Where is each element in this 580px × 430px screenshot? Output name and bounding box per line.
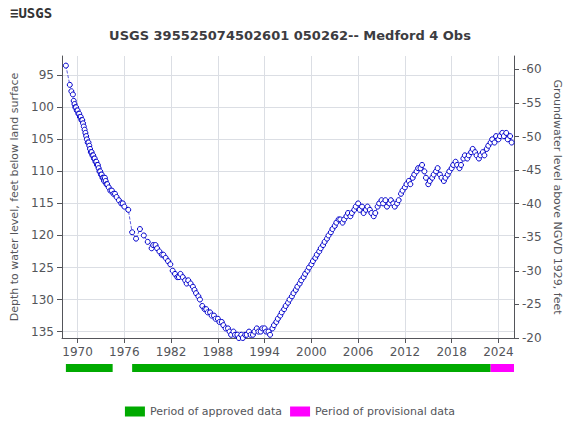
svg-text:110: 110	[31, 164, 54, 178]
svg-text:-20: -20	[522, 331, 542, 345]
svg-text:2018: 2018	[436, 345, 467, 359]
svg-text:Period of provisional data: Period of provisional data	[315, 405, 455, 418]
svg-text:115: 115	[31, 196, 54, 210]
svg-text:125: 125	[31, 261, 54, 275]
svg-text:100: 100	[31, 100, 54, 114]
svg-text:-35: -35	[522, 230, 542, 244]
svg-text:2000: 2000	[296, 345, 327, 359]
svg-text:2024: 2024	[483, 345, 514, 359]
svg-text:Groundwater level above NGVD 1: Groundwater level above NGVD 1929, feet	[551, 79, 564, 315]
svg-text:120: 120	[31, 228, 54, 242]
svg-text:-30: -30	[522, 264, 542, 278]
svg-text:95: 95	[39, 68, 54, 82]
svg-text:-60: -60	[522, 62, 542, 76]
svg-text:1988: 1988	[203, 345, 234, 359]
svg-text:Period of approved data: Period of approved data	[150, 405, 282, 418]
svg-text:≡USGS: ≡USGS	[10, 5, 52, 21]
svg-text:135: 135	[31, 325, 54, 339]
svg-text:2012: 2012	[390, 345, 421, 359]
svg-text:-45: -45	[522, 163, 542, 177]
svg-text:1982: 1982	[156, 345, 187, 359]
svg-text:USGS 395525074502601 050262--: USGS 395525074502601 050262-- Medford 4 …	[109, 28, 471, 43]
svg-text:-40: -40	[522, 197, 542, 211]
svg-text:2006: 2006	[343, 345, 374, 359]
svg-text:Depth to water level, feet bel: Depth to water level, feet below land su…	[8, 72, 21, 321]
svg-text:-25: -25	[522, 297, 542, 311]
svg-text:1970: 1970	[62, 345, 93, 359]
svg-text:105: 105	[31, 132, 54, 146]
svg-text:130: 130	[31, 293, 54, 307]
svg-text:1994: 1994	[249, 345, 280, 359]
svg-text:-55: -55	[522, 96, 542, 110]
svg-text:1976: 1976	[109, 345, 140, 359]
svg-text:-50: -50	[522, 130, 542, 144]
